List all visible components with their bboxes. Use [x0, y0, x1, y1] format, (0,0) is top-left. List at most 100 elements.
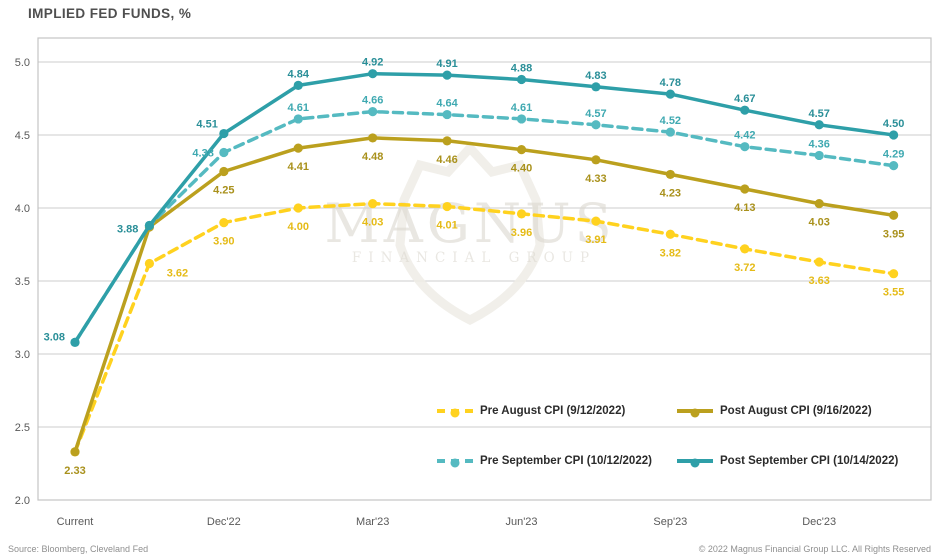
- data-point-post-august-cpi-9-16-2022: [665, 169, 675, 180]
- series-line-post-august-cpi-9-16-2022: [73, 136, 896, 454]
- value-label-pre-september-cpi-10-12-2022: 4.36: [808, 138, 829, 150]
- plot-border: [37, 37, 932, 501]
- data-point-post-september-cpi-10-14-2022: [70, 337, 80, 347]
- x-tick-label: Dec'22: [207, 516, 241, 528]
- x-tick-label: Current: [57, 516, 94, 528]
- legend-label: Post September CPI (10/14/2022): [720, 455, 899, 467]
- value-label-pre-september-cpi-10-12-2022: 4.38: [192, 148, 213, 160]
- legend-swatch-dashed-teal-icon: [437, 458, 473, 468]
- data-point-pre-august-cpi-9-12-2022: [889, 269, 899, 279]
- value-label-post-august-cpi-9-16-2022: 2.33: [64, 465, 85, 477]
- y-tick-label: 4.5: [15, 130, 30, 142]
- value-label-post-august-cpi-9-16-2022: 4.33: [585, 173, 606, 185]
- value-label-post-september-cpi-10-14-2022: 4.50: [883, 118, 904, 130]
- data-point-pre-september-cpi-10-12-2022: [740, 142, 750, 152]
- value-label-post-august-cpi-9-16-2022: 4.48: [362, 151, 383, 163]
- watermark-subtext: FINANCIAL GROUP: [352, 250, 596, 266]
- legend-swatch-dashed-yellow-icon: [437, 408, 473, 418]
- y-tick-label: 4.0: [15, 203, 30, 215]
- value-label-post-august-cpi-9-16-2022: 4.03: [808, 217, 829, 229]
- data-point-pre-september-cpi-10-12-2022: [293, 114, 303, 124]
- value-label-pre-august-cpi-9-12-2022: 3.62: [167, 267, 188, 279]
- data-point-post-september-cpi-10-14-2022: [665, 89, 675, 99]
- data-point-post-september-cpi-10-14-2022: [144, 220, 155, 231]
- data-point-pre-september-cpi-10-12-2022: [591, 120, 601, 130]
- y-tick-label: 2.5: [15, 422, 30, 434]
- data-point-post-september-cpi-10-14-2022: [368, 69, 378, 79]
- data-point-post-august-cpi-9-16-2022: [70, 447, 80, 457]
- value-label-pre-august-cpi-9-12-2022: 4.01: [436, 220, 457, 232]
- data-point-post-september-cpi-10-14-2022: [740, 105, 750, 115]
- data-point-post-september-cpi-10-14-2022: [889, 130, 899, 140]
- data-point-post-september-cpi-10-14-2022: [442, 70, 452, 80]
- value-label-post-august-cpi-9-16-2022: 4.46: [436, 154, 457, 166]
- value-label-post-september-cpi-10-14-2022: 4.51: [196, 119, 217, 131]
- watermark-shield-icon: [395, 141, 545, 326]
- data-point-post-september-cpi-10-14-2022: [293, 80, 303, 90]
- value-label-pre-august-cpi-9-12-2022: 3.55: [883, 287, 904, 299]
- x-tick-label: Dec'23: [802, 516, 836, 528]
- data-point-post-august-cpi-9-16-2022: [740, 184, 750, 194]
- value-label-post-september-cpi-10-14-2022: 4.67: [734, 93, 755, 105]
- data-point-pre-september-cpi-10-12-2022: [665, 127, 675, 137]
- data-point-pre-august-cpi-9-12-2022: [442, 201, 452, 212]
- data-point-post-august-cpi-9-16-2022: [368, 133, 378, 143]
- data-point-post-august-cpi-9-16-2022: [814, 199, 824, 209]
- data-point-post-august-cpi-9-16-2022: [219, 166, 229, 177]
- value-label-post-september-cpi-10-14-2022: 3.08: [44, 331, 65, 343]
- value-label-pre-september-cpi-10-12-2022: 4.42: [734, 130, 755, 142]
- data-point-pre-august-cpi-9-12-2022: [740, 244, 750, 254]
- value-label-pre-august-cpi-9-12-2022: 4.03: [362, 217, 383, 229]
- legend-item-post-august-cpi: Post August CPI (9/16/2022): [677, 403, 872, 419]
- legend-label: Pre September CPI (10/12/2022): [480, 455, 652, 467]
- y-tick-label: 3.5: [15, 276, 30, 288]
- value-label-pre-august-cpi-9-12-2022: 3.72: [734, 262, 755, 274]
- x-tick-label: Jun'23: [505, 516, 537, 528]
- legend-swatch-solid-olive-icon: [677, 408, 713, 418]
- data-point-pre-august-cpi-9-12-2022: [591, 216, 601, 226]
- data-point-pre-august-cpi-9-12-2022: [144, 258, 155, 269]
- value-label-post-august-cpi-9-16-2022: 4.25: [213, 185, 234, 197]
- legend-item-post-september-cpi: Post September CPI (10/14/2022): [677, 453, 898, 469]
- value-label-post-september-cpi-10-14-2022: 4.91: [436, 58, 457, 70]
- value-label-post-august-cpi-9-16-2022: 3.95: [883, 228, 904, 240]
- value-label-pre-september-cpi-10-12-2022: 4.29: [883, 149, 904, 161]
- data-point-post-august-cpi-9-16-2022: [591, 155, 601, 165]
- value-label-post-september-cpi-10-14-2022: 4.57: [808, 108, 829, 120]
- value-label-post-august-cpi-9-16-2022: 4.40: [511, 163, 532, 175]
- value-label-post-september-cpi-10-14-2022: 4.78: [660, 77, 681, 89]
- value-label-pre-september-cpi-10-12-2022: 4.66: [362, 95, 383, 107]
- legend-swatch-solid-teal-icon: [677, 458, 713, 468]
- data-point-pre-august-cpi-9-12-2022: [516, 209, 527, 219]
- source-note: Source: Bloomberg, Cleveland Fed: [8, 544, 149, 554]
- value-label-pre-september-cpi-10-12-2022: 4.61: [511, 102, 532, 114]
- data-point-post-august-cpi-9-16-2022: [889, 210, 899, 220]
- copyright-note: © 2022 Magnus Financial Group LLC. All R…: [698, 544, 931, 554]
- data-point-post-august-cpi-9-16-2022: [293, 143, 303, 153]
- data-point-pre-september-cpi-10-12-2022: [442, 109, 452, 120]
- value-label-pre-august-cpi-9-12-2022: 3.63: [808, 275, 829, 287]
- data-point-pre-august-cpi-9-12-2022: [368, 199, 378, 209]
- data-point-post-september-cpi-10-14-2022: [516, 74, 527, 85]
- chart-title: IMPLIED FED FUNDS, %: [28, 6, 192, 21]
- value-label-post-september-cpi-10-14-2022: 4.88: [511, 63, 532, 75]
- series-line-pre-september-cpi-10-12-2022: [73, 109, 896, 345]
- data-point-pre-september-cpi-10-12-2022: [219, 147, 229, 158]
- series-line-post-september-cpi-10-14-2022: [73, 71, 896, 345]
- value-label-post-september-cpi-10-14-2022: 3.88: [117, 224, 138, 236]
- value-label-pre-september-cpi-10-12-2022: 4.64: [436, 98, 458, 110]
- x-tick-label: Mar'23: [356, 516, 389, 528]
- data-point-pre-august-cpi-9-12-2022: [293, 203, 303, 213]
- data-point-pre-september-cpi-10-12-2022: [368, 107, 378, 117]
- data-point-pre-september-cpi-10-12-2022: [814, 150, 824, 161]
- y-tick-label: 5.0: [15, 57, 30, 69]
- legend-label: Post August CPI (9/16/2022): [720, 405, 872, 417]
- value-label-pre-august-cpi-9-12-2022: 3.90: [213, 236, 234, 248]
- value-label-pre-september-cpi-10-12-2022: 4.52: [660, 115, 681, 127]
- legend-label: Pre August CPI (9/12/2022): [480, 405, 626, 417]
- value-label-post-august-cpi-9-16-2022: 4.23: [660, 187, 681, 199]
- series-line-pre-august-cpi-9-12-2022: [73, 201, 896, 454]
- data-point-pre-september-cpi-10-12-2022: [516, 114, 527, 124]
- data-point-pre-august-cpi-9-12-2022: [814, 257, 824, 267]
